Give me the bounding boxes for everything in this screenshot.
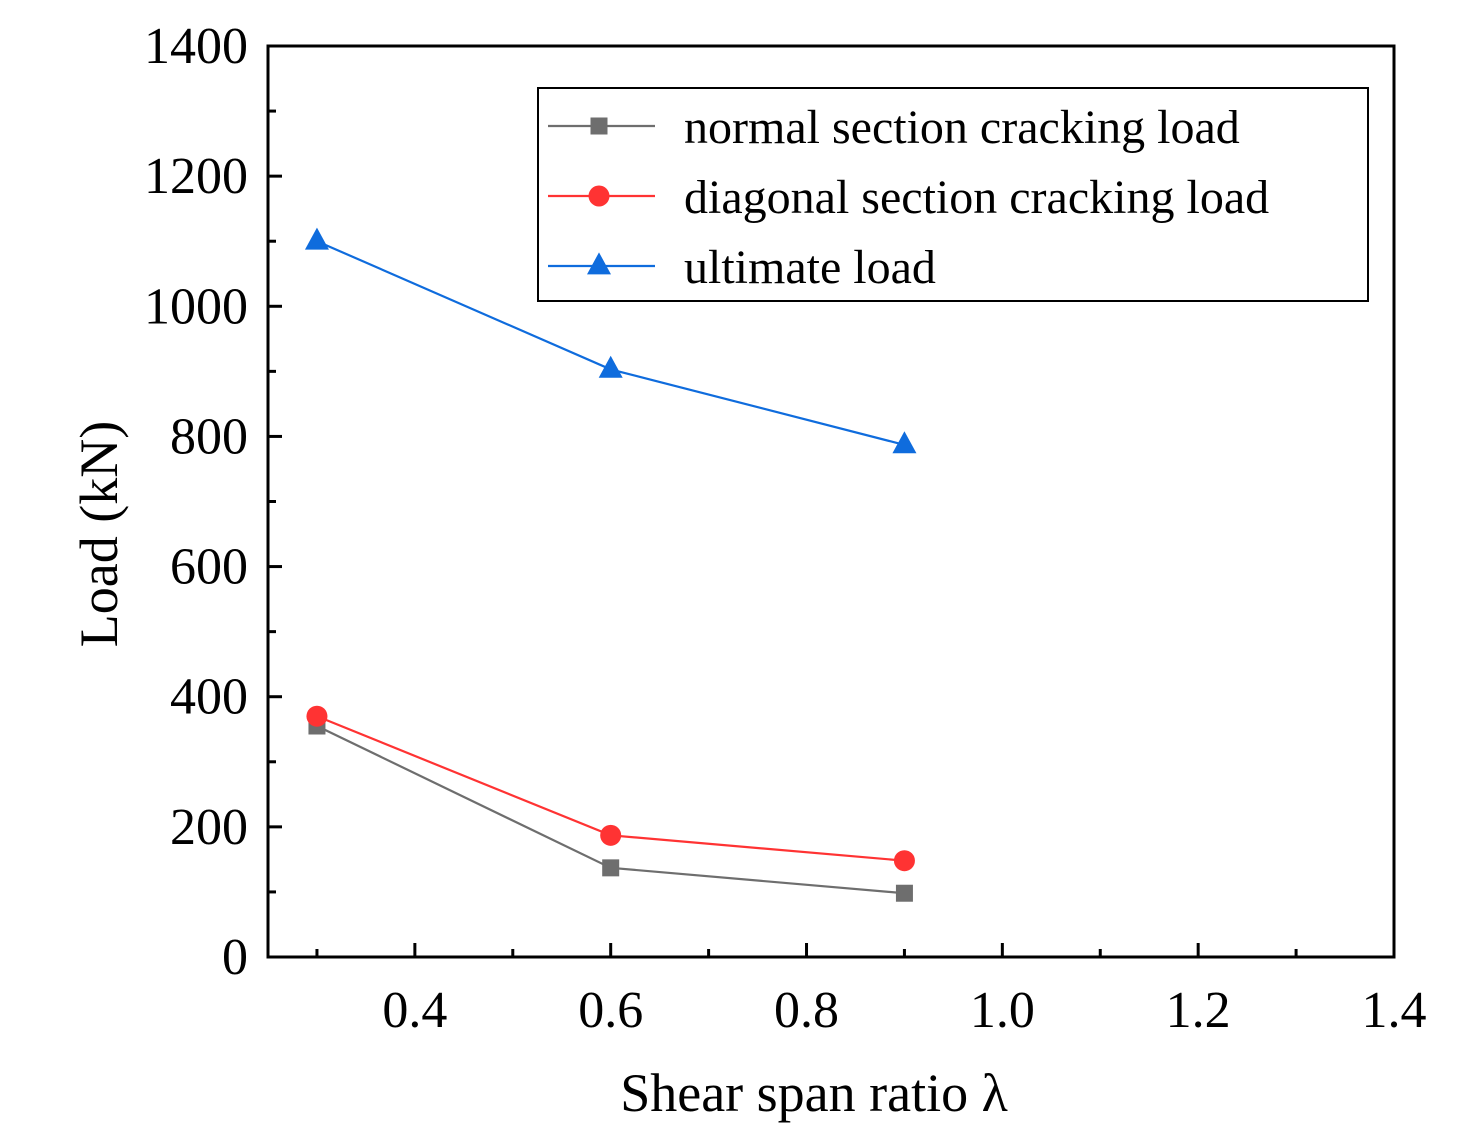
- legend-marker: [587, 252, 611, 275]
- x-tick-label: 1.0: [970, 982, 1035, 1039]
- y-tick-label: 200: [170, 799, 248, 856]
- legend-label: normal section cracking load: [684, 101, 1240, 154]
- data-point: [602, 859, 620, 877]
- legend: normal section cracking load diagonal sec…: [537, 87, 1369, 302]
- y-tick-label: 1200: [144, 148, 248, 205]
- legend-marker: [588, 185, 610, 207]
- data-point: [895, 884, 913, 902]
- y-axis-title: Load (kN): [69, 421, 129, 647]
- x-tick-label: 1.4: [1362, 982, 1427, 1039]
- y-tick-label: 1400: [144, 18, 248, 75]
- data-point: [306, 705, 328, 727]
- legend-label: ultimate load: [684, 241, 936, 294]
- legend-box: [537, 87, 1369, 302]
- data-point: [893, 850, 915, 872]
- data-point: [304, 227, 329, 250]
- data-point: [600, 824, 622, 846]
- x-tick-label: 0.8: [774, 982, 839, 1039]
- y-tick-label: 600: [170, 539, 248, 596]
- series-layer: [304, 227, 917, 902]
- y-tick-label: 0: [222, 929, 248, 986]
- x-tick-label: 1.2: [1166, 982, 1231, 1039]
- data-point: [598, 355, 623, 378]
- legend-marker: [590, 117, 608, 135]
- y-tick-label: 800: [170, 408, 248, 465]
- axis-ticks: 0 200 400 600 800 1000 1200 1400 0.4 0.6 0.8 1.0 1.2…: [144, 18, 1427, 1039]
- data-point: [892, 431, 917, 454]
- x-tick-label: 0.6: [578, 982, 643, 1039]
- legend-label: diagonal section cracking load: [684, 171, 1269, 224]
- x-tick-label: 0.4: [382, 982, 447, 1039]
- y-tick-label: 400: [170, 669, 248, 726]
- x-axis-title: Shear span ratio λ: [620, 1063, 1008, 1123]
- y-tick-label: 1000: [144, 278, 248, 335]
